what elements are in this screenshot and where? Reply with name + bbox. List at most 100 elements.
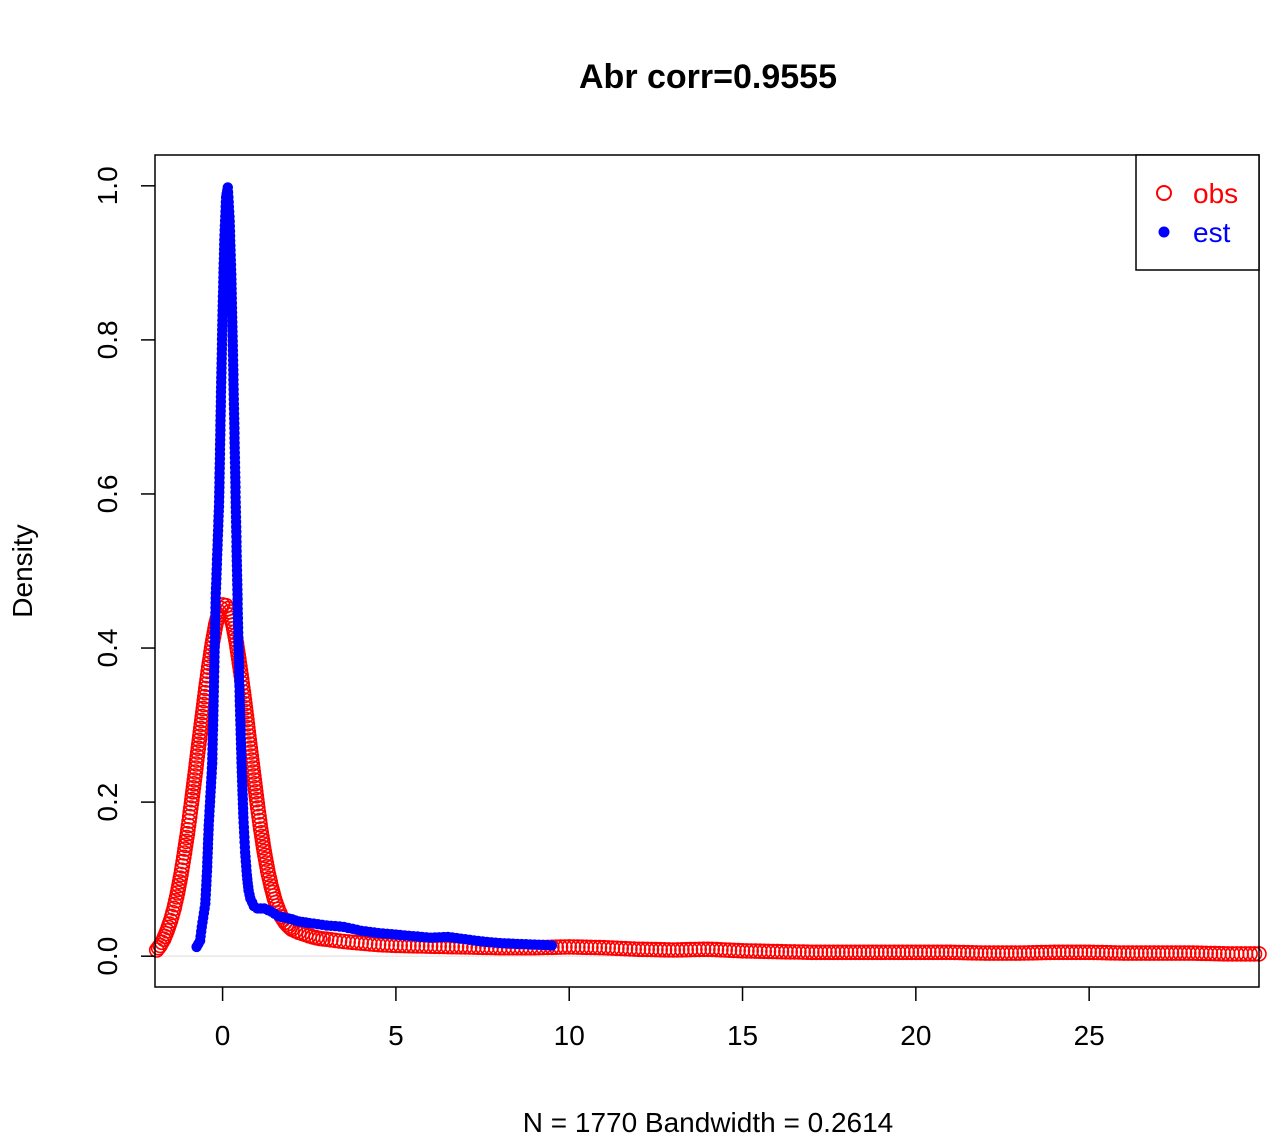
obs-point	[1163, 945, 1180, 961]
obs-point	[587, 939, 604, 956]
legend: obs est	[1135, 154, 1260, 271]
obs-point	[985, 945, 1002, 961]
obs-point	[1029, 944, 1045, 961]
y-axis: 0.0 0.2 0.4 0.6 0.8 1.0	[92, 166, 155, 976]
obs-point	[920, 944, 937, 961]
obs-point	[1042, 944, 1058, 961]
obs-point	[778, 943, 794, 960]
y-axis-label: Density	[7, 524, 38, 617]
obs-point	[860, 944, 877, 961]
obs-point	[713, 941, 729, 958]
obs-point	[561, 939, 578, 955]
obs-point	[148, 942, 165, 958]
obs-point	[648, 941, 664, 958]
obs-point	[708, 941, 725, 958]
y-tick-label: 0.2	[92, 783, 123, 822]
obs-point	[1046, 944, 1063, 961]
obs-point	[1124, 945, 1141, 961]
obs-point	[1172, 945, 1188, 961]
obs-point	[821, 944, 838, 961]
obs-point	[643, 941, 660, 958]
obs-point	[626, 941, 643, 957]
obs-point	[578, 939, 595, 956]
obs-point	[591, 939, 608, 956]
obs-point	[942, 944, 959, 961]
obs-point	[951, 944, 968, 961]
obs-point	[743, 943, 760, 959]
obs-point	[1242, 946, 1258, 962]
obs-point	[1068, 944, 1084, 961]
obs-point	[1025, 944, 1041, 961]
obs-point	[786, 944, 803, 960]
obs-point	[782, 944, 799, 960]
obs-point	[894, 944, 911, 961]
obs-point	[964, 944, 981, 961]
obs-point	[765, 943, 781, 960]
obs-point	[834, 944, 851, 961]
obs-point	[990, 945, 1007, 961]
obs-point	[600, 940, 617, 956]
obs-point	[864, 944, 881, 961]
obs-point	[1142, 945, 1158, 961]
obs-point	[808, 944, 825, 961]
obs-point	[639, 941, 656, 958]
legend-box	[1135, 154, 1260, 271]
obs-point	[1111, 945, 1128, 961]
obs-point	[899, 944, 916, 961]
obs-point	[1137, 945, 1154, 961]
obs-point	[998, 945, 1015, 961]
obs-point	[791, 944, 807, 960]
obs-point	[1090, 944, 1106, 961]
obs-point	[842, 944, 859, 961]
obs-point	[877, 944, 894, 961]
plot-frame	[154, 154, 1260, 988]
obs-point	[340, 934, 357, 950]
obs-point	[795, 944, 812, 960]
obs-point	[1103, 944, 1119, 961]
obs-point	[617, 940, 634, 957]
obs-point	[682, 941, 699, 958]
obs-point	[1202, 945, 1219, 962]
obs-point	[773, 943, 790, 960]
obs-point	[1033, 944, 1050, 961]
obs-point	[344, 934, 361, 951]
obs-point	[730, 942, 747, 959]
obs-point	[669, 942, 686, 958]
obs-point	[938, 944, 955, 961]
obs-point	[574, 939, 591, 956]
obs-point	[674, 941, 690, 958]
obs-point	[1072, 944, 1089, 961]
x-tick-label: 15	[727, 1020, 758, 1051]
obs-point	[817, 944, 833, 961]
obs-point	[981, 945, 998, 961]
obs-point	[881, 944, 898, 961]
obs-point	[1098, 944, 1115, 961]
obs-point	[994, 945, 1011, 961]
obs-point	[695, 941, 712, 958]
obs-point	[1185, 945, 1201, 961]
obs-point	[825, 944, 842, 961]
obs-point	[830, 944, 846, 961]
obs-point	[665, 942, 682, 958]
obs-point	[609, 940, 625, 957]
obs-point	[868, 944, 885, 961]
obs-point	[1181, 945, 1197, 961]
obs-point	[890, 944, 907, 961]
obs-point	[873, 944, 890, 961]
obs-point	[851, 944, 868, 961]
obs-point	[812, 944, 829, 961]
obs-point	[1081, 944, 1097, 961]
obs-point	[726, 942, 742, 959]
obs-point	[855, 944, 872, 961]
y-tick-label: 0.6	[92, 474, 123, 513]
obs-point	[656, 941, 673, 958]
y-tick-label: 0.4	[92, 629, 123, 668]
obs-point	[700, 941, 716, 958]
series-est	[191, 182, 558, 953]
obs-point	[570, 939, 586, 955]
obs-point	[946, 944, 963, 961]
x-tick-label: 10	[554, 1020, 585, 1051]
obs-point	[933, 944, 950, 961]
obs-point	[929, 944, 946, 961]
